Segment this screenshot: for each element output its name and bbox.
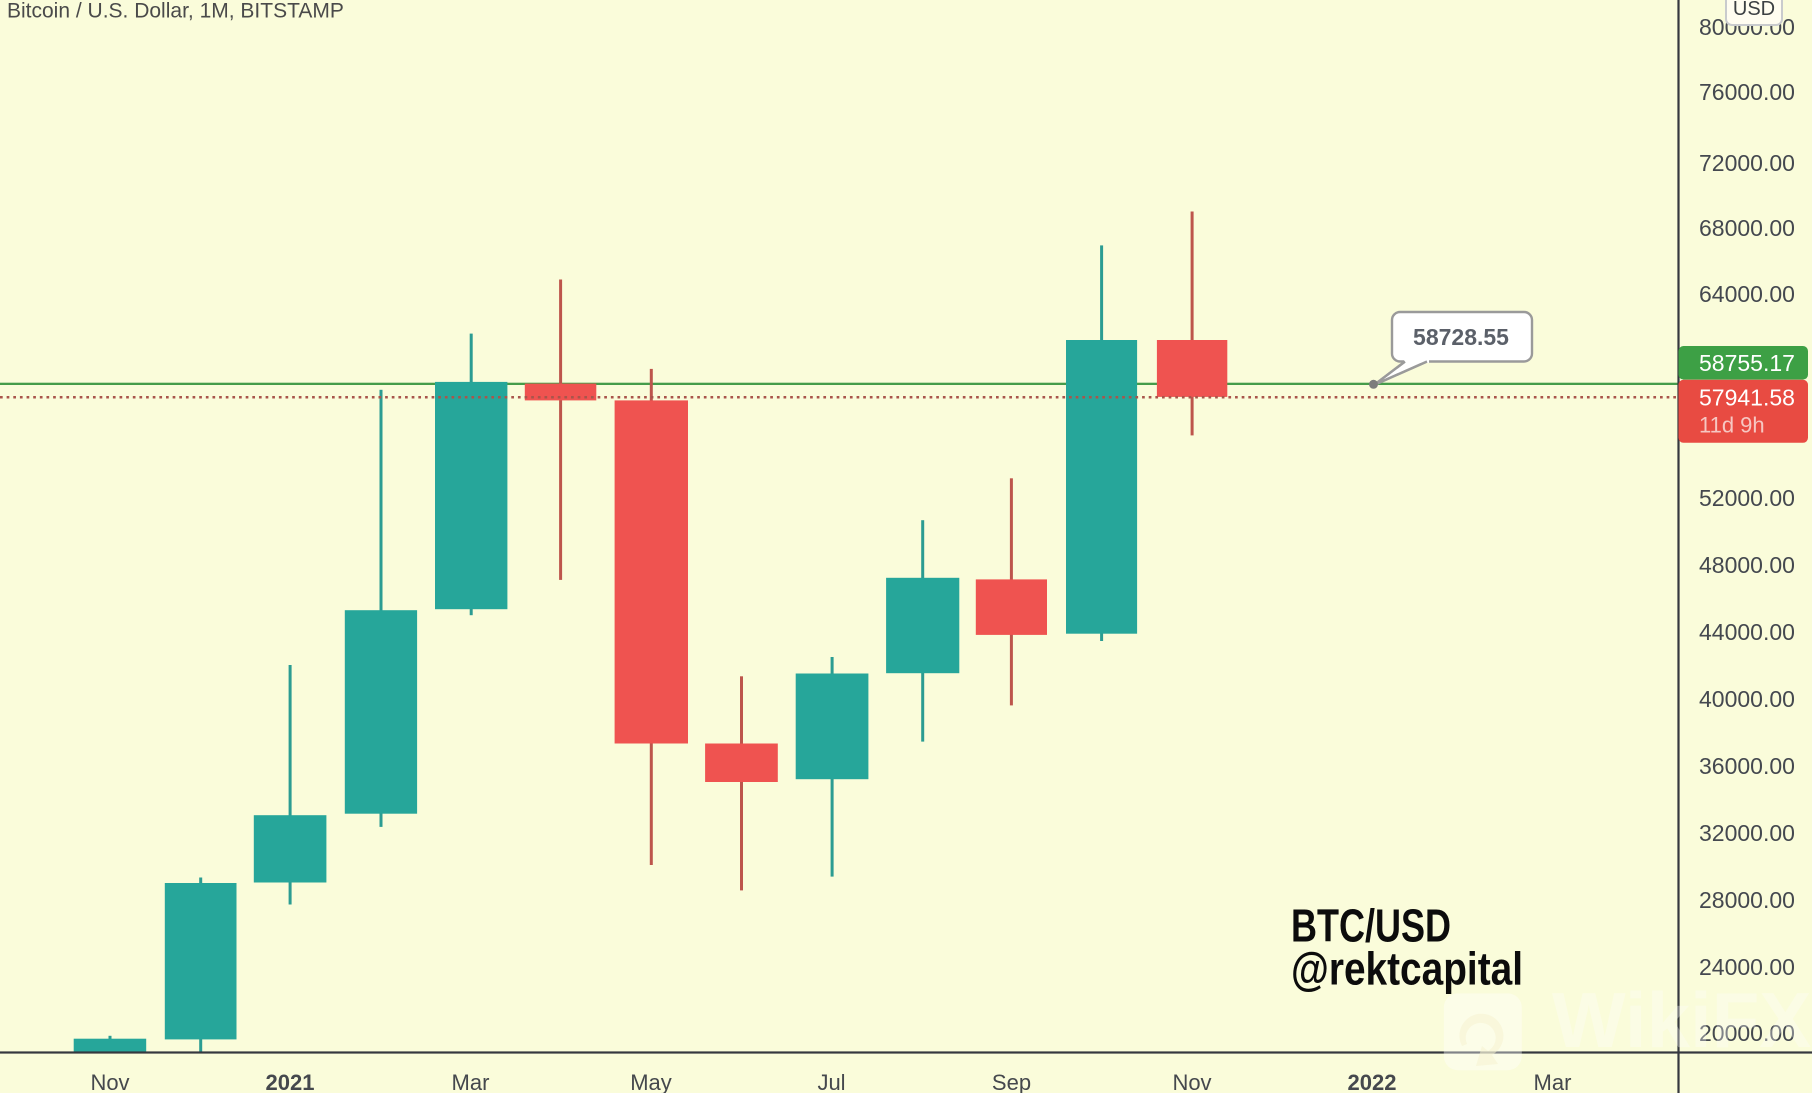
svg-text:May: May xyxy=(630,1070,672,1093)
svg-text:11d 9h: 11d 9h xyxy=(1699,413,1765,438)
svg-text:WikiFX: WikiFX xyxy=(1552,976,1811,1064)
svg-text:Mar: Mar xyxy=(452,1070,490,1093)
svg-text:76000.00: 76000.00 xyxy=(1699,79,1795,105)
svg-text:@rektcapital: @rektcapital xyxy=(1291,943,1523,995)
svg-text:Mar: Mar xyxy=(1534,1070,1572,1093)
svg-text:32000.00: 32000.00 xyxy=(1699,820,1795,846)
svg-text:USD: USD xyxy=(1733,0,1775,20)
svg-text:BTC/USD: BTC/USD xyxy=(1291,900,1451,952)
svg-text:44000.00: 44000.00 xyxy=(1699,619,1795,645)
svg-text:20000.00: 20000.00 xyxy=(1699,1020,1795,1046)
svg-text:57941.58: 57941.58 xyxy=(1699,385,1795,411)
svg-text:Nov: Nov xyxy=(1172,1070,1211,1093)
svg-text:Jul: Jul xyxy=(817,1070,845,1093)
svg-text:Nov: Nov xyxy=(90,1070,129,1093)
svg-text:68000.00: 68000.00 xyxy=(1699,215,1795,241)
svg-text:40000.00: 40000.00 xyxy=(1699,686,1795,712)
svg-text:64000.00: 64000.00 xyxy=(1699,281,1795,307)
svg-text:28000.00: 28000.00 xyxy=(1699,887,1795,913)
svg-text:72000.00: 72000.00 xyxy=(1699,150,1795,176)
svg-text:58755.17: 58755.17 xyxy=(1699,350,1795,376)
svg-text:Bitcoin / U.S. Dollar, 1M, BIT: Bitcoin / U.S. Dollar, 1M, BITSTAMP xyxy=(7,0,344,23)
svg-text:24000.00: 24000.00 xyxy=(1699,954,1795,980)
svg-text:36000.00: 36000.00 xyxy=(1699,753,1795,779)
svg-text:2022: 2022 xyxy=(1348,1070,1397,1093)
svg-text:2021: 2021 xyxy=(266,1070,315,1093)
svg-text:Sep: Sep xyxy=(992,1070,1031,1093)
svg-text:58728.55: 58728.55 xyxy=(1413,324,1509,350)
svg-text:52000.00: 52000.00 xyxy=(1699,485,1795,511)
svg-text:48000.00: 48000.00 xyxy=(1699,552,1795,578)
